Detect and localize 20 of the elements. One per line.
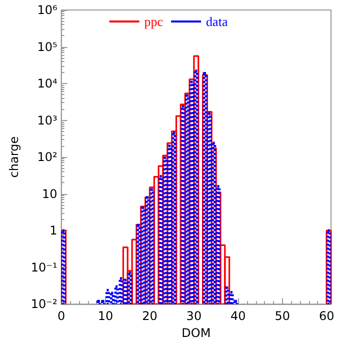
x-tick-label: 30 — [186, 309, 202, 324]
y-tick-label: 10³ — [37, 113, 58, 128]
y-tick-label: 1 — [50, 224, 58, 238]
y-tick-label: 10² — [37, 150, 58, 164]
x-tick-label: 50 — [274, 309, 290, 324]
x-tick-label: 40 — [230, 309, 246, 324]
legend-label: ppc — [144, 14, 164, 29]
y-tick-label: 10 — [42, 186, 58, 201]
x-tick-label: 20 — [142, 309, 158, 324]
y-axis-title: charge — [7, 136, 21, 178]
y-tick-label: 10⁻¹ — [30, 260, 58, 274]
legend-label: data — [206, 14, 228, 29]
y-tick-label: 10⁶ — [37, 3, 58, 17]
x-tick-label: 0 — [57, 309, 66, 324]
x-tick-label: 60 — [318, 309, 334, 324]
x-tick-label: 10 — [98, 309, 114, 324]
y-tick-label: 10⁴ — [37, 76, 58, 91]
y-tick-label: 10⁵ — [37, 40, 58, 54]
x-axis-title: DOM — [182, 326, 211, 340]
y-tick-label: 10⁻² — [30, 297, 58, 312]
